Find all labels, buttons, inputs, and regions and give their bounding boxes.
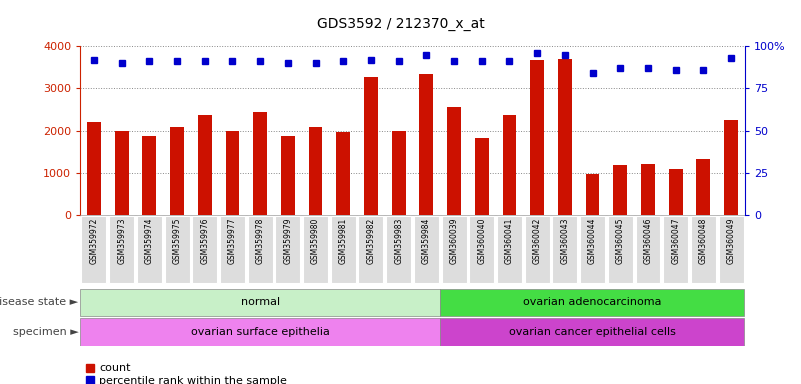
- Bar: [308, 127, 323, 215]
- Text: GSM359982: GSM359982: [367, 218, 376, 264]
- Text: disease state ►: disease state ►: [0, 297, 78, 308]
- FancyBboxPatch shape: [82, 216, 107, 283]
- Bar: [696, 159, 710, 215]
- Text: GSM360045: GSM360045: [616, 218, 625, 264]
- Bar: [143, 136, 156, 215]
- FancyBboxPatch shape: [580, 216, 605, 283]
- FancyBboxPatch shape: [663, 216, 688, 283]
- Bar: [420, 74, 433, 215]
- Bar: [447, 107, 461, 215]
- Text: GDS3592 / 212370_x_at: GDS3592 / 212370_x_at: [316, 17, 485, 31]
- FancyBboxPatch shape: [441, 216, 466, 283]
- Text: GSM359974: GSM359974: [145, 218, 154, 264]
- Text: GSM360049: GSM360049: [727, 218, 735, 264]
- Bar: [475, 138, 489, 215]
- FancyBboxPatch shape: [192, 216, 217, 283]
- Bar: [281, 136, 295, 215]
- FancyBboxPatch shape: [359, 216, 384, 283]
- Text: GSM359977: GSM359977: [228, 218, 237, 264]
- Bar: [530, 60, 544, 215]
- FancyBboxPatch shape: [441, 289, 744, 316]
- Bar: [724, 119, 738, 215]
- Bar: [87, 122, 101, 215]
- Bar: [364, 77, 378, 215]
- Bar: [115, 131, 129, 215]
- Bar: [392, 131, 405, 215]
- Text: GSM360047: GSM360047: [671, 218, 680, 264]
- Text: ovarian surface epithelia: ovarian surface epithelia: [191, 327, 329, 337]
- FancyBboxPatch shape: [80, 289, 440, 316]
- FancyBboxPatch shape: [497, 216, 522, 283]
- FancyBboxPatch shape: [635, 216, 661, 283]
- Text: normal: normal: [240, 297, 280, 308]
- Bar: [641, 164, 655, 215]
- Text: GSM359973: GSM359973: [117, 218, 126, 264]
- FancyBboxPatch shape: [109, 216, 134, 283]
- FancyBboxPatch shape: [386, 216, 411, 283]
- Text: GSM359980: GSM359980: [311, 218, 320, 264]
- FancyBboxPatch shape: [718, 216, 743, 283]
- FancyBboxPatch shape: [608, 216, 633, 283]
- FancyBboxPatch shape: [525, 216, 549, 283]
- FancyBboxPatch shape: [80, 318, 440, 346]
- Text: GSM359975: GSM359975: [172, 218, 182, 264]
- Text: GSM360039: GSM360039: [449, 218, 458, 264]
- Text: GSM360040: GSM360040: [477, 218, 486, 264]
- Text: GSM359979: GSM359979: [284, 218, 292, 264]
- FancyBboxPatch shape: [137, 216, 162, 283]
- Text: ovarian cancer epithelial cells: ovarian cancer epithelial cells: [509, 327, 676, 337]
- Text: GSM360048: GSM360048: [699, 218, 708, 264]
- Text: GSM359983: GSM359983: [394, 218, 403, 264]
- FancyBboxPatch shape: [691, 216, 716, 283]
- FancyBboxPatch shape: [553, 216, 578, 283]
- FancyBboxPatch shape: [248, 216, 272, 283]
- Bar: [170, 127, 184, 215]
- FancyBboxPatch shape: [303, 216, 328, 283]
- Bar: [253, 112, 267, 215]
- Text: GSM359976: GSM359976: [200, 218, 209, 264]
- Bar: [669, 169, 682, 215]
- FancyBboxPatch shape: [469, 216, 494, 283]
- Text: GSM360043: GSM360043: [561, 218, 570, 264]
- Bar: [558, 59, 572, 215]
- FancyBboxPatch shape: [414, 216, 439, 283]
- FancyBboxPatch shape: [331, 216, 356, 283]
- Text: GSM359984: GSM359984: [422, 218, 431, 264]
- Text: GSM359978: GSM359978: [256, 218, 264, 264]
- Text: GSM360044: GSM360044: [588, 218, 597, 264]
- Bar: [614, 165, 627, 215]
- Text: GSM360042: GSM360042: [533, 218, 541, 264]
- FancyBboxPatch shape: [164, 216, 190, 283]
- Bar: [586, 174, 599, 215]
- Text: ovarian adenocarcinoma: ovarian adenocarcinoma: [523, 297, 662, 308]
- Text: GSM359972: GSM359972: [90, 218, 99, 264]
- FancyBboxPatch shape: [276, 216, 300, 283]
- Legend: count, percentile rank within the sample: count, percentile rank within the sample: [86, 363, 287, 384]
- FancyBboxPatch shape: [220, 216, 245, 283]
- FancyBboxPatch shape: [441, 318, 744, 346]
- Bar: [226, 131, 239, 215]
- Bar: [198, 114, 211, 215]
- Text: specimen ►: specimen ►: [13, 327, 78, 337]
- Bar: [336, 132, 350, 215]
- Bar: [502, 114, 517, 215]
- Text: GSM359981: GSM359981: [339, 218, 348, 264]
- Text: GSM360041: GSM360041: [505, 218, 514, 264]
- Text: GSM360046: GSM360046: [643, 218, 653, 264]
